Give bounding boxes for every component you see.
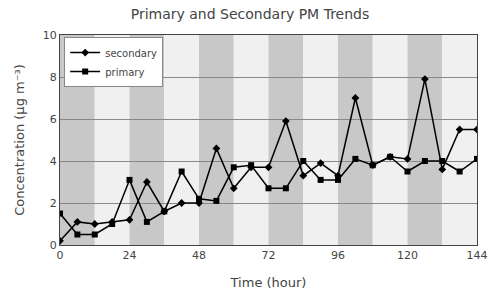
svg-text:72: 72 [262, 249, 276, 262]
svg-text:144: 144 [467, 249, 488, 262]
svg-text:48: 48 [192, 249, 206, 262]
svg-text:4: 4 [50, 155, 57, 168]
svg-text:Primary and Secondary PM Trend: Primary and Secondary PM Trends [131, 6, 370, 22]
svg-text:6: 6 [50, 113, 57, 126]
svg-text:120: 120 [397, 249, 418, 262]
svg-text:Time (hour): Time (hour) [230, 275, 307, 290]
svg-text:primary: primary [105, 67, 144, 78]
svg-text:2: 2 [50, 197, 57, 210]
svg-text:24: 24 [123, 249, 137, 262]
svg-text:8: 8 [50, 71, 57, 84]
svg-text:Concentration (μg m⁻³): Concentration (μg m⁻³) [12, 64, 27, 216]
svg-text:0: 0 [57, 249, 64, 262]
svg-text:96: 96 [331, 249, 345, 262]
svg-text:10: 10 [43, 29, 57, 42]
svg-text:0: 0 [50, 239, 57, 252]
svg-text:secondary: secondary [105, 48, 157, 59]
